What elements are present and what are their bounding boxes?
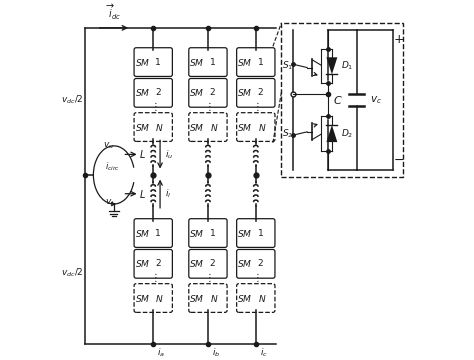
Text: $i_{c}$: $i_{c}$ bbox=[260, 346, 268, 359]
Text: +: + bbox=[393, 33, 404, 46]
Text: $S_2$: $S_2$ bbox=[283, 127, 293, 140]
Text: $\vdots$: $\vdots$ bbox=[252, 100, 259, 113]
Text: $\vdots$: $\vdots$ bbox=[204, 271, 211, 284]
Text: $\mathit{SM}$: $\mathit{SM}$ bbox=[189, 228, 204, 239]
Text: $\mathit{SM}$: $\mathit{SM}$ bbox=[135, 293, 150, 303]
Text: 2: 2 bbox=[257, 88, 263, 97]
Text: $-$: $-$ bbox=[393, 153, 404, 166]
FancyBboxPatch shape bbox=[134, 78, 173, 107]
Text: 2: 2 bbox=[155, 259, 161, 268]
Text: $\vdots$: $\vdots$ bbox=[204, 100, 211, 113]
FancyBboxPatch shape bbox=[237, 219, 275, 247]
Text: $\mathit{SM}$: $\mathit{SM}$ bbox=[237, 122, 252, 132]
Text: $\mathit{SM}$: $\mathit{SM}$ bbox=[135, 87, 150, 98]
Text: $\mathit{SM}$: $\mathit{SM}$ bbox=[237, 87, 252, 98]
Polygon shape bbox=[327, 57, 337, 75]
Text: 1: 1 bbox=[257, 229, 263, 238]
FancyBboxPatch shape bbox=[134, 284, 173, 312]
Polygon shape bbox=[327, 125, 337, 142]
FancyBboxPatch shape bbox=[189, 78, 227, 107]
Text: $\mathit{SM}$: $\mathit{SM}$ bbox=[237, 293, 252, 303]
Text: 1: 1 bbox=[210, 229, 215, 238]
Text: $\mathit{N}$: $\mathit{N}$ bbox=[210, 122, 218, 132]
Text: $L$: $L$ bbox=[139, 148, 146, 161]
Text: $S_1$: $S_1$ bbox=[282, 60, 293, 72]
Text: $\mathit{SM}$: $\mathit{SM}$ bbox=[189, 122, 204, 132]
Text: $\mathit{N}$: $\mathit{N}$ bbox=[155, 293, 164, 303]
FancyBboxPatch shape bbox=[189, 249, 227, 278]
Text: $v_u$: $v_u$ bbox=[103, 140, 114, 151]
FancyBboxPatch shape bbox=[189, 284, 227, 312]
Text: $\mathit{SM}$: $\mathit{SM}$ bbox=[189, 57, 204, 68]
Text: $i_u$: $i_u$ bbox=[164, 148, 173, 161]
Text: $v_l$: $v_l$ bbox=[105, 197, 114, 208]
Text: $\vdots$: $\vdots$ bbox=[149, 100, 157, 113]
Text: $\overrightarrow{i}_{dc}$: $\overrightarrow{i}_{dc}$ bbox=[106, 3, 121, 22]
Text: $C$: $C$ bbox=[333, 94, 343, 106]
FancyBboxPatch shape bbox=[134, 219, 173, 247]
Text: $\mathit{N}$: $\mathit{N}$ bbox=[257, 293, 266, 303]
Text: $D_2$: $D_2$ bbox=[341, 127, 354, 140]
FancyBboxPatch shape bbox=[237, 78, 275, 107]
Text: 2: 2 bbox=[155, 88, 161, 97]
Text: $i_{b}$: $i_{b}$ bbox=[212, 346, 220, 359]
FancyBboxPatch shape bbox=[134, 249, 173, 278]
Text: $v_{dc}/2$: $v_{dc}/2$ bbox=[61, 94, 83, 106]
Bar bbox=[282, 23, 403, 177]
Text: $v_c$: $v_c$ bbox=[370, 94, 382, 105]
Text: 1: 1 bbox=[210, 58, 215, 67]
Text: 1: 1 bbox=[155, 229, 161, 238]
Text: $\mathit{N}$: $\mathit{N}$ bbox=[155, 122, 164, 132]
Text: $\mathit{SM}$: $\mathit{SM}$ bbox=[237, 57, 252, 68]
Text: $\mathit{SM}$: $\mathit{SM}$ bbox=[237, 228, 252, 239]
Text: $\mathit{SM}$: $\mathit{SM}$ bbox=[189, 258, 204, 269]
Text: $\mathit{SM}$: $\mathit{SM}$ bbox=[135, 57, 150, 68]
Text: 1: 1 bbox=[257, 58, 263, 67]
FancyBboxPatch shape bbox=[134, 48, 173, 76]
Text: $\mathit{SM}$: $\mathit{SM}$ bbox=[135, 258, 150, 269]
Text: $\mathit{SM}$: $\mathit{SM}$ bbox=[189, 293, 204, 303]
Text: $D_1$: $D_1$ bbox=[341, 60, 354, 72]
FancyBboxPatch shape bbox=[237, 249, 275, 278]
Text: $\mathit{N}$: $\mathit{N}$ bbox=[210, 293, 218, 303]
FancyBboxPatch shape bbox=[189, 48, 227, 76]
FancyBboxPatch shape bbox=[237, 48, 275, 76]
FancyBboxPatch shape bbox=[237, 284, 275, 312]
Text: $\mathit{SM}$: $\mathit{SM}$ bbox=[135, 228, 150, 239]
FancyBboxPatch shape bbox=[189, 113, 227, 141]
FancyBboxPatch shape bbox=[237, 113, 275, 141]
Text: $\mathit{SM}$: $\mathit{SM}$ bbox=[237, 258, 252, 269]
Text: $\vdots$: $\vdots$ bbox=[252, 271, 259, 284]
FancyBboxPatch shape bbox=[134, 113, 173, 141]
Text: $i_{a}$: $i_{a}$ bbox=[157, 346, 165, 359]
Text: 2: 2 bbox=[210, 88, 215, 97]
Text: $L$: $L$ bbox=[139, 188, 146, 200]
Text: 2: 2 bbox=[210, 259, 215, 268]
Text: $\vdots$: $\vdots$ bbox=[149, 271, 157, 284]
Text: $v_{dc}/2$: $v_{dc}/2$ bbox=[61, 266, 83, 279]
FancyBboxPatch shape bbox=[189, 219, 227, 247]
Text: $\mathit{N}$: $\mathit{N}$ bbox=[257, 122, 266, 132]
Text: $i_{circ}$: $i_{circ}$ bbox=[105, 161, 119, 173]
Text: $\mathit{SM}$: $\mathit{SM}$ bbox=[189, 87, 204, 98]
Text: 1: 1 bbox=[155, 58, 161, 67]
Text: 2: 2 bbox=[257, 259, 263, 268]
Text: $\mathit{SM}$: $\mathit{SM}$ bbox=[135, 122, 150, 132]
Text: $i_l$: $i_l$ bbox=[164, 188, 171, 200]
